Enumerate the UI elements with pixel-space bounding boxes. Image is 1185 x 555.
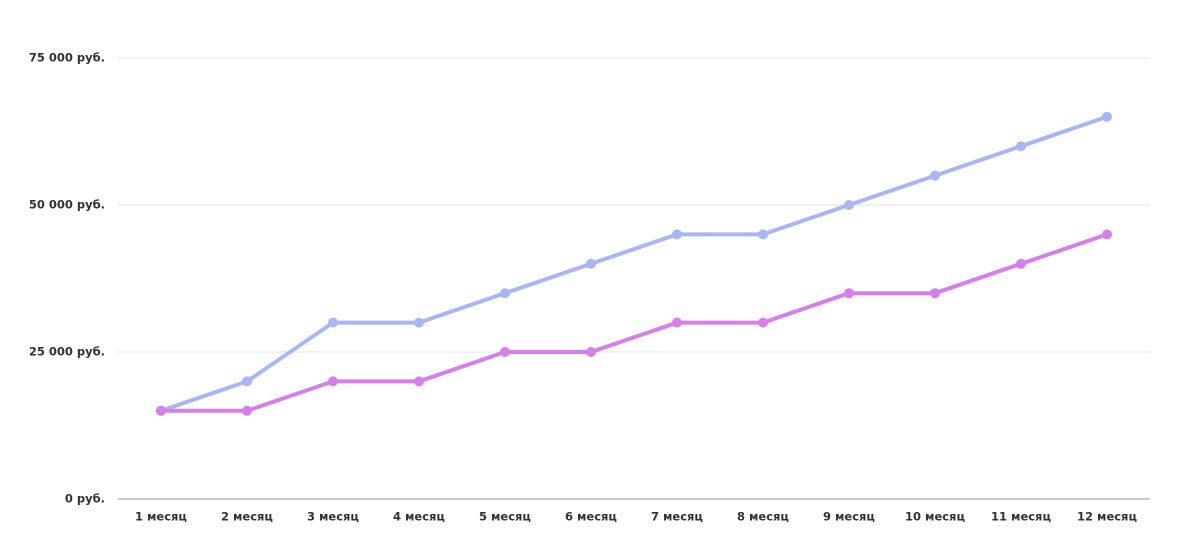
- data-point: [156, 405, 166, 416]
- data-point: [328, 317, 338, 328]
- data-point: [500, 347, 510, 357]
- data-point: [930, 170, 940, 181]
- data-point: [586, 258, 596, 269]
- data-point: [758, 317, 768, 328]
- data-point: [672, 317, 682, 328]
- data-point: [844, 200, 854, 210]
- data-point: [672, 229, 682, 240]
- data-point: [586, 347, 596, 357]
- x-tick-label: 4 месяц: [393, 510, 445, 524]
- data-point: [844, 288, 854, 299]
- x-tick-label: 3 месяц: [307, 510, 359, 524]
- x-tick-label: 5 месяц: [479, 510, 531, 524]
- series-line: [161, 232, 1108, 413]
- data-point: [758, 229, 768, 240]
- y-tick-label: 75 000 руб.: [29, 51, 105, 65]
- data-point: [328, 376, 338, 387]
- data-point: [1102, 229, 1112, 240]
- x-tick-label: 9 месяц: [823, 510, 875, 524]
- data-point: [242, 405, 252, 416]
- x-tick-label: 6 месяц: [565, 510, 617, 524]
- data-point: [930, 288, 940, 299]
- x-tick-label: 12 месяц: [1077, 510, 1137, 524]
- x-tick-label: 8 месяц: [737, 510, 789, 524]
- data-point: [242, 376, 252, 387]
- series-line: [160, 114, 1108, 413]
- x-tick-label: 11 месяц: [991, 510, 1051, 524]
- data-point: [1016, 258, 1026, 269]
- x-tick-label: 10 месяц: [905, 510, 965, 524]
- data-point: [414, 376, 424, 387]
- x-tick-label: 1 месяц: [135, 510, 187, 524]
- data-point: [500, 288, 510, 299]
- y-tick-label: 0 руб.: [65, 492, 105, 506]
- data-point: [414, 317, 424, 328]
- y-tick-label: 25 000 руб.: [29, 345, 105, 359]
- data-point: [1016, 141, 1026, 152]
- data-point: [1102, 111, 1112, 122]
- y-tick-label: 50 000 руб.: [29, 198, 105, 212]
- x-tick-label: 7 месяц: [651, 510, 703, 524]
- x-tick-label: 2 месяц: [221, 510, 273, 524]
